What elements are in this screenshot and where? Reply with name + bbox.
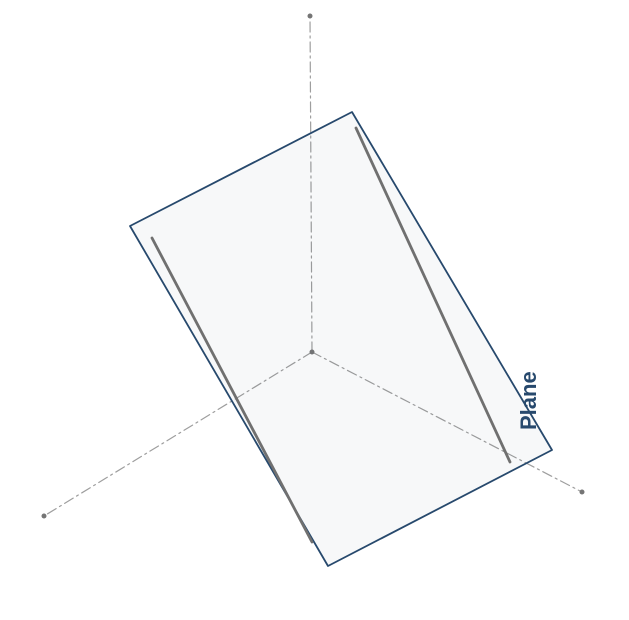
- axis-endpoint-x-left: [42, 514, 47, 519]
- axis-endpoint-z-up: [308, 14, 313, 19]
- plane-label: Plane: [516, 371, 541, 430]
- diagram-canvas: Plane: [0, 0, 629, 620]
- axis-endpoint-y-right: [580, 490, 585, 495]
- plane-outline: [130, 112, 552, 566]
